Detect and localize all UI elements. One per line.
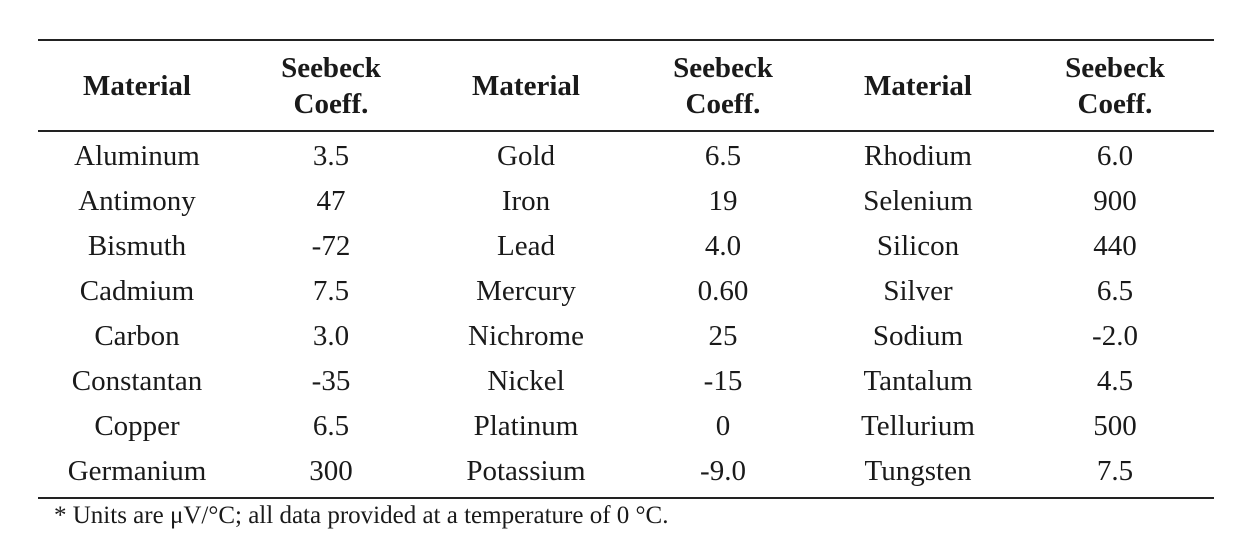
material-cell: Aluminum	[74, 140, 200, 172]
table-header-row: Material Seebeck Coeff. Material Seebeck…	[38, 40, 1214, 131]
coefficient-cell: 440	[1093, 230, 1137, 262]
coefficient-cell: 25	[708, 320, 738, 352]
material-cell: Gold	[497, 140, 555, 172]
table-row: Aluminum 3.5 Gold 6.5 Rhodium 6.0	[38, 131, 1214, 179]
material-cell: Copper	[94, 410, 180, 442]
material-cell: Nichrome	[468, 320, 584, 352]
material-cell: Potassium	[466, 455, 586, 487]
coefficient-cell: 4.5	[1096, 365, 1134, 397]
material-cell: Silicon	[876, 230, 960, 262]
table-row: Bismuth -72 Lead 4.0 Silicon 440	[38, 224, 1214, 269]
column-header-material: Material	[472, 69, 580, 102]
material-cell: Nickel	[487, 365, 565, 397]
material-cell: Cadmium	[79, 275, 195, 307]
material-cell: Bismuth	[87, 230, 187, 262]
coefficient-cell: 3.0	[312, 320, 350, 352]
coefficient-cell: 300	[309, 455, 353, 487]
coefficient-cell: 6.5	[704, 140, 742, 172]
coefficient-cell: -2.0	[1092, 320, 1138, 352]
coefficient-cell: 47	[316, 185, 346, 217]
coefficient-cell: 19	[708, 185, 738, 217]
column-header-seebeck-coeff: Seebeck Coeff.	[281, 51, 381, 120]
coefficient-cell: 0.60	[697, 275, 749, 307]
material-cell: Carbon	[94, 320, 180, 352]
material-cell: Tellurium	[861, 410, 975, 442]
coefficient-cell: 4.0	[704, 230, 742, 262]
material-cell: Platinum	[473, 410, 579, 442]
coefficient-cell: 6.0	[1096, 140, 1134, 172]
coefficient-cell: 6.5	[312, 410, 350, 442]
material-cell: Antimony	[78, 185, 196, 217]
material-cell: Iron	[501, 185, 551, 217]
table-row: Copper 6.5 Platinum 0 Tellurium 500	[38, 404, 1214, 449]
material-cell: Rhodium	[864, 140, 972, 172]
material-cell: Constantan	[71, 365, 203, 397]
table-row: Constantan -35 Nickel -15 Tantalum 4.5	[38, 359, 1214, 404]
coefficient-cell: -72	[311, 230, 351, 262]
units-footnote: * Units are μV/°C; all data provided at …	[54, 502, 669, 529]
column-header-material: Material	[864, 69, 972, 102]
coefficient-cell: -15	[703, 365, 743, 397]
table-row: Germanium 300 Potassium -9.0 Tungsten 7.…	[38, 449, 1214, 498]
table-row: Antimony 47 Iron 19 Selenium 900	[38, 179, 1214, 224]
coefficient-cell: 3.5	[312, 140, 350, 172]
table-row: Cadmium 7.5 Mercury 0.60 Silver 6.5	[38, 269, 1214, 314]
column-header-material: Material	[83, 69, 191, 102]
coefficient-cell: -35	[311, 365, 351, 397]
table-row: Carbon 3.0 Nichrome 25 Sodium -2.0	[38, 314, 1214, 359]
seebeck-coefficient-table: Material Seebeck Coeff. Material Seebeck…	[38, 39, 1214, 499]
coefficient-cell: 7.5	[312, 275, 350, 307]
coefficient-cell: 6.5	[1096, 275, 1134, 307]
coefficient-cell: 0	[715, 410, 731, 442]
column-header-seebeck-coeff: Seebeck Coeff.	[673, 51, 773, 120]
material-cell: Mercury	[476, 275, 576, 307]
material-cell: Tungsten	[864, 455, 972, 487]
material-cell: Lead	[497, 230, 555, 262]
column-header-seebeck-coeff: Seebeck Coeff.	[1065, 51, 1165, 120]
material-cell: Germanium	[67, 455, 207, 487]
material-cell: Sodium	[872, 320, 964, 352]
coefficient-cell: -9.0	[700, 455, 746, 487]
material-cell: Tantalum	[863, 365, 973, 397]
coefficient-cell: 7.5	[1096, 455, 1134, 487]
coefficient-cell: 900	[1093, 185, 1137, 217]
material-cell: Silver	[883, 275, 953, 307]
coefficient-cell: 500	[1093, 410, 1137, 442]
material-cell: Selenium	[863, 185, 973, 217]
